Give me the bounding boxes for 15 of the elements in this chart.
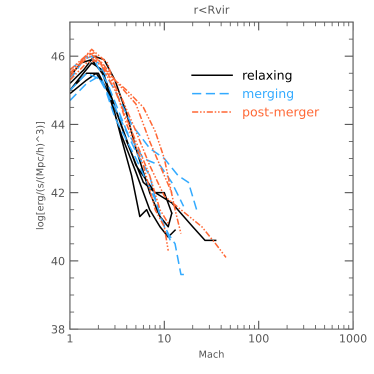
y-tick-label: 42 xyxy=(51,188,64,197)
legend-label: post-merger xyxy=(243,108,320,119)
y-tick-label: 46 xyxy=(51,52,64,61)
x-tick-label: 1000 xyxy=(340,334,366,343)
x-tick-label: 10 xyxy=(158,334,171,343)
x-tick-label: 1 xyxy=(68,334,72,342)
legend-label: merging xyxy=(243,88,294,101)
y-axis-title: log[erg/(s/(Mpc/h)^3)] xyxy=(36,122,46,230)
x-tick-label: 100 xyxy=(249,334,269,343)
legend-label: relaxing xyxy=(243,70,292,82)
y-tick-label: 44 xyxy=(51,120,64,129)
chart-title: r<Rvir xyxy=(194,5,230,14)
y-tick-label: 40 xyxy=(51,256,64,266)
x-axis-title: Mach xyxy=(200,350,224,358)
y-tick-label: 38 xyxy=(52,325,64,334)
